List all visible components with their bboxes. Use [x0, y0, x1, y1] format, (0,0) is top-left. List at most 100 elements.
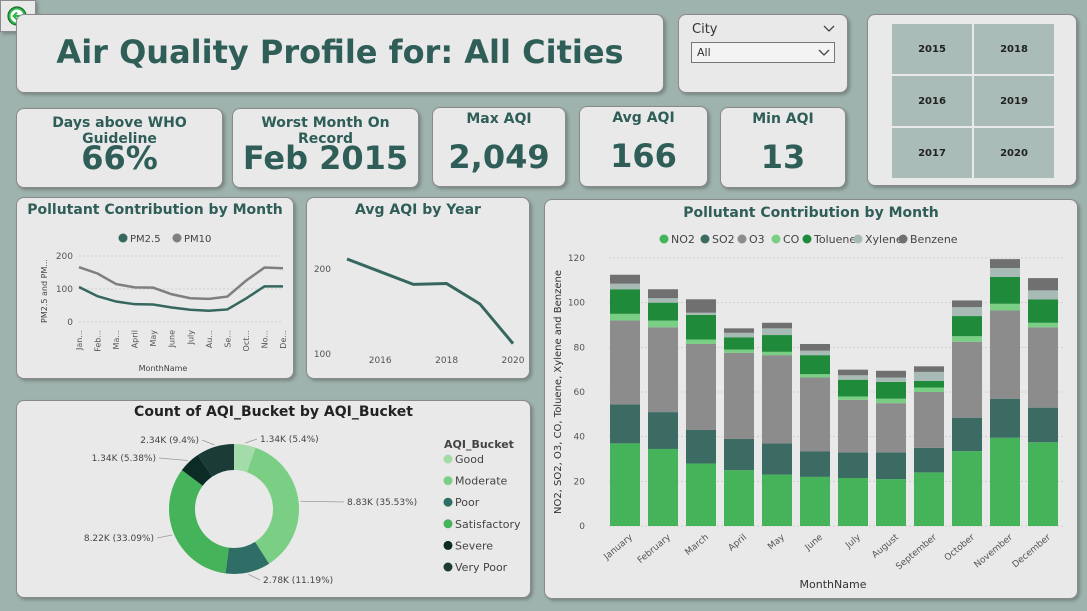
- bar-segment: [762, 351, 792, 356]
- bar-segment: [648, 320, 678, 328]
- year-tile-2015[interactable]: 2015: [892, 24, 972, 74]
- year-tile-2018[interactable]: 2018: [974, 24, 1054, 74]
- donut-slice: [225, 541, 270, 574]
- x-axis-label: MonthName: [800, 578, 867, 591]
- y-axis-label: NO2, SO2, O3, CO, Toluene, Xylene and Be…: [553, 270, 564, 514]
- bar-segment: [952, 341, 982, 418]
- legend-marker: [443, 519, 453, 529]
- chevron-down-icon: [818, 49, 830, 56]
- bar-segment: [990, 437, 1020, 526]
- bar-segment: [1028, 278, 1058, 291]
- leader-line: [300, 500, 345, 503]
- leader-line: [158, 457, 188, 461]
- kpi-value: 2,049: [448, 138, 550, 176]
- y-tick-label: 60: [574, 388, 586, 398]
- bar-segment: [724, 438, 754, 471]
- bar-segment: [838, 379, 868, 397]
- x-tick-label: March: [683, 533, 710, 558]
- x-tick-label: October: [943, 532, 977, 563]
- bar-segment: [648, 412, 678, 449]
- kpi-value: 66%: [81, 139, 158, 177]
- bar-segment: [724, 328, 754, 333]
- bar-segment: [686, 463, 716, 526]
- aqi-bucket-donut-card: Count of AQI_Bucket by AQI_Bucket 1.34K …: [16, 400, 531, 598]
- bar-segment: [876, 398, 906, 404]
- x-tick-label: May: [766, 532, 787, 552]
- bar-segment: [762, 355, 792, 444]
- legend-marker: [898, 234, 908, 244]
- legend-label: Moderate: [455, 475, 508, 488]
- avg-aqi-year-chart-card: Avg AQI by Year 100 200 2016 2018 2020: [306, 197, 530, 379]
- bar-segment: [990, 259, 1020, 269]
- x-tick-label: Se...: [223, 330, 232, 348]
- bar-segment: [990, 276, 1020, 304]
- x-tick-label: 2020: [502, 356, 525, 366]
- bar-segment: [800, 343, 830, 351]
- bar-segment: [990, 268, 1020, 277]
- bar-segment: [800, 476, 830, 526]
- bar-segment: [648, 302, 678, 321]
- bar-segment: [724, 332, 754, 338]
- x-tick-label: Oct...: [242, 330, 251, 351]
- bar-segment: [610, 313, 640, 321]
- aqi-bucket-donut-chart: 1.34K (5.4%) 8.83K (35.53%) 2.78K (11.19%)…: [84, 435, 521, 586]
- data-label: 2.78K (11.19%): [263, 576, 333, 586]
- chart-title: Avg AQI by Year: [355, 202, 481, 218]
- city-dropdown-value: All: [697, 46, 711, 59]
- kpi-days-above-who: Days above WHO Guideline 66%: [16, 108, 223, 188]
- donut-slice: [246, 447, 300, 564]
- legend-label: Poor: [455, 496, 480, 509]
- legend-marker: [172, 233, 182, 243]
- y-tick-label: 100: [568, 299, 585, 309]
- legend-marker: [737, 234, 747, 244]
- legend-label: Good: [455, 453, 484, 466]
- kpi-value: Feb 2015: [242, 139, 409, 177]
- bar-segment: [610, 320, 640, 405]
- bar-segment: [1028, 442, 1058, 526]
- donut-slice: [234, 444, 256, 473]
- bar-segment: [800, 374, 830, 378]
- x-tick-label: De...: [279, 330, 288, 349]
- legend-title: AQI_Bucket: [444, 438, 514, 451]
- series-line: [78, 285, 283, 313]
- year-tile-2016[interactable]: 2016: [892, 76, 972, 126]
- legend-marker: [659, 234, 669, 244]
- city-slicer-label: City: [692, 22, 718, 37]
- bar-segment: [876, 479, 906, 526]
- series-line: [346, 257, 515, 345]
- bar-segment: [838, 396, 868, 400]
- chart-title: Count of AQI_Bucket by AQI_Bucket: [134, 404, 413, 420]
- year-tile-2019[interactable]: 2019: [974, 76, 1054, 126]
- collapse-chevron-icon[interactable]: [822, 24, 836, 34]
- legend-marker: [802, 234, 812, 244]
- bar-segment: [1028, 327, 1058, 408]
- legend-label: SO2: [712, 233, 735, 246]
- bar-segment: [876, 370, 906, 378]
- x-tick-label: Ma...: [112, 330, 121, 349]
- bar-segment: [1028, 322, 1058, 328]
- page-title: Air Quality Profile for: All Cities: [56, 33, 624, 71]
- leader-line: [156, 534, 173, 539]
- bar-segment: [876, 403, 906, 453]
- bar-segment: [610, 404, 640, 444]
- city-dropdown[interactable]: All: [691, 42, 835, 63]
- legend-label: Satisfactory: [455, 518, 521, 531]
- x-tick-label: April: [131, 330, 140, 348]
- bar-segment: [952, 316, 982, 337]
- kpi-label: Days above WHO Guideline: [52, 115, 187, 147]
- year-tile-2017[interactable]: 2017: [892, 128, 972, 178]
- x-tick-label: Jan...: [75, 330, 84, 351]
- data-label: 8.83K (35.53%): [347, 498, 417, 508]
- bar-segment: [800, 350, 830, 356]
- pm-line-chart-card: Pollutant Contribution by Month PM2.5 PM1…: [16, 197, 294, 379]
- year-tile-2020[interactable]: 2020: [974, 128, 1054, 178]
- legend-marker: [118, 233, 128, 243]
- x-tick-label: April: [727, 533, 749, 554]
- bar-segment: [686, 312, 716, 315]
- bar-segment: [914, 380, 944, 388]
- y-axis-label: PM2.5 and PM...: [40, 259, 49, 323]
- bar-segment: [610, 274, 640, 284]
- bar-segment: [648, 448, 678, 526]
- legend-marker: [700, 234, 710, 244]
- bar-segment: [838, 369, 868, 376]
